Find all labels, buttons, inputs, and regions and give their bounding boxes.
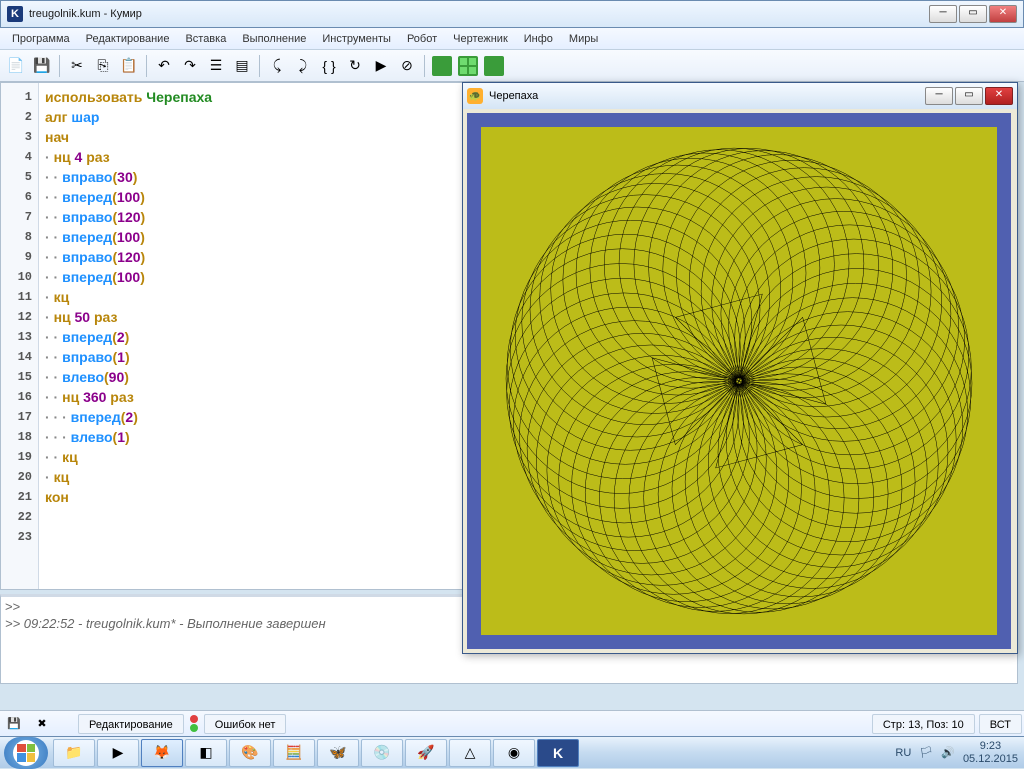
turtle-maximize-button[interactable]: ▭ [955, 87, 983, 105]
turtle-icon: 🐢 [467, 88, 483, 104]
menu-item[interactable]: Чертежник [445, 31, 516, 47]
system-tray[interactable]: RU 🏳 🔊 9:23 05.12.2015 [889, 740, 1024, 766]
step-into-icon[interactable]: ⤹ [265, 54, 289, 78]
brackets-icon[interactable]: { } [317, 54, 341, 78]
redo-icon[interactable]: ↷ [178, 54, 202, 78]
run-icon[interactable]: ▶ [369, 54, 393, 78]
menu-item[interactable]: Инфо [516, 31, 561, 47]
turtle-titlebar[interactable]: 🐢 Черепаха ─ ▭ ✕ [463, 83, 1017, 109]
status-insert-mode: ВСТ [979, 714, 1022, 734]
menu-item[interactable]: Инструменты [314, 31, 399, 47]
task-calc[interactable]: 🧮 [273, 739, 315, 767]
field-alt-icon[interactable] [482, 54, 506, 78]
step-over-icon[interactable]: ⤸ [291, 54, 315, 78]
task-chrome[interactable]: ◉ [493, 739, 535, 767]
menu-item[interactable]: Вставка [177, 31, 234, 47]
task-butterfly[interactable]: 🦋 [317, 739, 359, 767]
close-button[interactable]: ✕ [989, 5, 1017, 23]
turtle-canvas [481, 127, 997, 635]
app-icon: K [7, 6, 23, 22]
task-firefox[interactable]: 🦊 [141, 739, 183, 767]
tray-lang[interactable]: RU [895, 747, 911, 759]
undo-icon[interactable]: ↶ [152, 54, 176, 78]
cut-icon[interactable]: ✂ [65, 54, 89, 78]
field-grid-icon[interactable] [456, 54, 480, 78]
taskbar: 📁 ▶ 🦊 ◧ 🎨 🧮 🦋 💿 🚀 △ ◉ K RU 🏳 🔊 9:23 05.1… [0, 736, 1024, 768]
menu-item[interactable]: Выполнение [234, 31, 314, 47]
minimize-button[interactable]: ─ [929, 5, 957, 23]
status-position: Стр: 13, Поз: 10 [872, 714, 975, 734]
task-app1[interactable]: ◧ [185, 739, 227, 767]
maximize-button[interactable]: ▭ [959, 5, 987, 23]
turtle-window[interactable]: 🐢 Черепаха ─ ▭ ✕ [462, 82, 1018, 654]
menu-item[interactable]: Редактирование [78, 31, 178, 47]
task-rocket[interactable]: 🚀 [405, 739, 447, 767]
turtle-canvas-frame [467, 113, 1011, 649]
paste-icon[interactable]: 📋 [117, 54, 141, 78]
start-button[interactable] [4, 737, 48, 769]
menubar: ПрограммаРедактированиеВставкаВыполнение… [0, 28, 1024, 50]
status-mode: Редактирование [78, 714, 184, 734]
task-paint[interactable]: 🎨 [229, 739, 271, 767]
status-close-icon[interactable]: ✖ [32, 714, 52, 734]
task-mediaplayer[interactable]: ▶ [97, 739, 139, 767]
turtle-close-button[interactable]: ✕ [985, 87, 1013, 105]
status-errors: Ошибок нет [204, 714, 287, 734]
field-single-icon[interactable] [430, 54, 454, 78]
menu-item[interactable]: Программа [4, 31, 78, 47]
loop-icon[interactable]: ↻ [343, 54, 367, 78]
task-triangle[interactable]: △ [449, 739, 491, 767]
tray-clock[interactable]: 9:23 05.12.2015 [963, 740, 1018, 766]
stop-icon[interactable]: ⊘ [395, 54, 419, 78]
task-explorer[interactable]: 📁 [53, 739, 95, 767]
traffic-green-icon [190, 724, 198, 732]
save-icon[interactable]: 💾 [30, 54, 54, 78]
menu-item[interactable]: Миры [561, 31, 606, 47]
window-title: treugolnik.kum - Кумир [29, 8, 929, 20]
status-save-icon[interactable]: 💾 [4, 714, 24, 734]
task-disc[interactable]: 💿 [361, 739, 403, 767]
task-kumir[interactable]: K [537, 739, 579, 767]
new-file-icon[interactable]: 📄 [4, 54, 28, 78]
statusbar: 💾 ✖ Редактирование Ошибок нет Стр: 13, П… [0, 710, 1024, 736]
turtle-minimize-button[interactable]: ─ [925, 87, 953, 105]
turtle-title-text: Черепаха [489, 90, 925, 102]
traffic-red-icon [190, 715, 198, 723]
menu-item[interactable]: Робот [399, 31, 445, 47]
list-icon[interactable]: ☰ [204, 54, 228, 78]
form-icon[interactable]: ▤ [230, 54, 254, 78]
copy-icon[interactable]: ⎘ [91, 54, 115, 78]
toolbar: 📄 💾 ✂ ⎘ 📋 ↶ ↷ ☰ ▤ ⤹ ⤸ { } ↻ ▶ ⊘ [0, 50, 1024, 82]
tray-volume-icon[interactable]: 🔊 [941, 746, 955, 759]
line-gutter: 1234567891011121314151617181920212223 [1, 83, 39, 589]
tray-flag-icon[interactable]: 🏳 [919, 746, 933, 759]
main-window-titlebar: K treugolnik.kum - Кумир ─ ▭ ✕ [0, 0, 1024, 28]
